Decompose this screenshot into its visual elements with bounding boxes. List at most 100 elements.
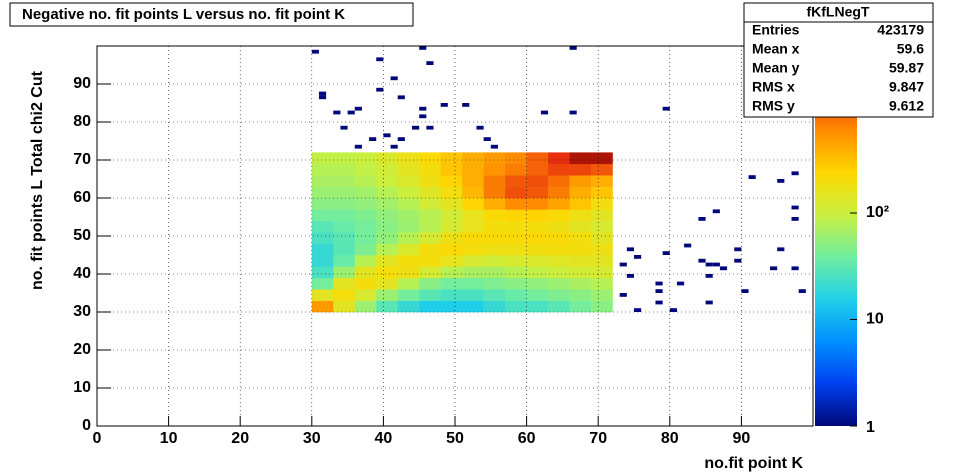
- heatmap-cell: [569, 220, 592, 233]
- sparse-bin: [662, 106, 670, 111]
- heatmap-cell: [462, 186, 484, 199]
- heatmap-cell: [505, 152, 527, 165]
- heatmap-cell: [397, 300, 420, 313]
- stats-value: 9.612: [889, 98, 924, 114]
- heatmap-cell: [526, 186, 549, 199]
- sparse-bin: [655, 289, 663, 293]
- sparse-bin: [791, 205, 799, 210]
- heatmap-cell: [462, 198, 484, 210]
- heatmap-cell: [419, 300, 441, 313]
- heatmap-cell: [311, 255, 334, 267]
- heatmap-cell: [462, 209, 484, 222]
- heatmap-cell: [311, 163, 334, 176]
- sparse-bin: [626, 274, 634, 278]
- heatmap-cell: [591, 243, 613, 256]
- x-tick-label: 80: [661, 430, 679, 447]
- heatmap-cell: [354, 152, 377, 165]
- heatmap-cell: [526, 277, 549, 290]
- stats-key: RMS x: [752, 79, 795, 95]
- stats-value: 59.87: [889, 60, 924, 76]
- heatmap-cell: [354, 277, 377, 290]
- heatmap-cell: [419, 152, 441, 165]
- heatmap-cell: [483, 232, 506, 244]
- heatmap-cell: [440, 209, 463, 222]
- heatmap-cell: [569, 186, 592, 199]
- heatmap-cell: [440, 186, 463, 199]
- heatmap-cell: [548, 300, 570, 313]
- heatmap-cell: [591, 152, 613, 165]
- heatmap-cell: [462, 220, 484, 233]
- heatmap-cell: [483, 220, 506, 233]
- stats-key: Mean x: [752, 41, 800, 57]
- heatmap-cell: [333, 266, 356, 279]
- heatmap-cell: [311, 266, 334, 279]
- sparse-bin: [426, 125, 434, 130]
- sparse-bin: [490, 144, 498, 149]
- sparse-bin: [741, 289, 749, 293]
- stats-key: Mean y: [752, 60, 800, 76]
- heatmap-cell: [505, 243, 527, 256]
- heatmap-cell: [591, 175, 613, 187]
- sparse-bin: [412, 125, 420, 130]
- heatmap-cell: [397, 266, 420, 279]
- heatmap-cell: [526, 289, 549, 301]
- sparse-bin: [662, 251, 670, 255]
- heatmap-cell: [419, 209, 441, 222]
- heatmap-cell: [419, 266, 441, 279]
- sparse-bin: [390, 144, 398, 149]
- stats-value: 59.6: [897, 41, 924, 57]
- y-tick-label: 50: [73, 227, 91, 244]
- z-tick-label: 10: [866, 311, 884, 328]
- heatmap-cell: [462, 232, 484, 244]
- sparse-bin: [705, 274, 713, 278]
- heatmap-cell: [440, 220, 463, 233]
- heatmap-cell: [526, 232, 549, 244]
- heatmap-cell: [569, 152, 592, 165]
- heatmap-cell: [505, 255, 527, 267]
- heatmap-cell: [505, 186, 527, 199]
- heatmap-cell: [440, 163, 463, 176]
- heatmap-cell: [311, 152, 334, 165]
- heatmap-cell: [569, 163, 592, 176]
- x-tick-label: 70: [589, 430, 607, 447]
- heatmap-cell: [397, 255, 420, 267]
- heatmap-cell: [311, 186, 334, 199]
- y-tick-label: 0: [82, 417, 91, 434]
- plot-area: [311, 46, 806, 313]
- heatmap-cell: [569, 277, 592, 290]
- heatmap-cell: [354, 198, 377, 210]
- heatmap-cell: [333, 255, 356, 267]
- heatmap-cell: [397, 152, 420, 165]
- sparse-bin: [347, 110, 355, 115]
- sparse-bin: [340, 125, 348, 130]
- heatmap-cell: [591, 300, 613, 313]
- sparse-bin: [777, 179, 785, 183]
- heatmap-cell: [548, 198, 570, 210]
- sparse-bin: [440, 103, 448, 107]
- sparse-bin: [619, 293, 627, 297]
- heatmap-cell: [376, 300, 399, 313]
- sparse-bin: [354, 144, 362, 149]
- stats-key: RMS y: [752, 98, 795, 114]
- heatmap-cell: [311, 220, 334, 233]
- heatmap-cell: [591, 232, 613, 244]
- heatmap-cell: [569, 175, 592, 187]
- heatmap-cell: [333, 289, 356, 301]
- heatmap-cell: [354, 300, 377, 313]
- heatmap-cell: [333, 300, 356, 313]
- heatmap-cell: [376, 232, 399, 244]
- heatmap-cell: [376, 289, 399, 301]
- heatmap-cell: [376, 198, 399, 210]
- y-tick-label: 80: [73, 113, 91, 130]
- sparse-bin: [333, 110, 341, 115]
- heatmap-cell: [462, 243, 484, 256]
- sparse-bin: [397, 137, 405, 141]
- x-tick-label: 50: [446, 430, 464, 447]
- sparse-bin: [634, 255, 642, 259]
- heatmap-cell: [419, 243, 441, 256]
- heatmap-cell: [591, 163, 613, 176]
- sparse-bin: [476, 125, 484, 130]
- heatmap-cell: [376, 220, 399, 233]
- heatmap-cell: [505, 198, 527, 210]
